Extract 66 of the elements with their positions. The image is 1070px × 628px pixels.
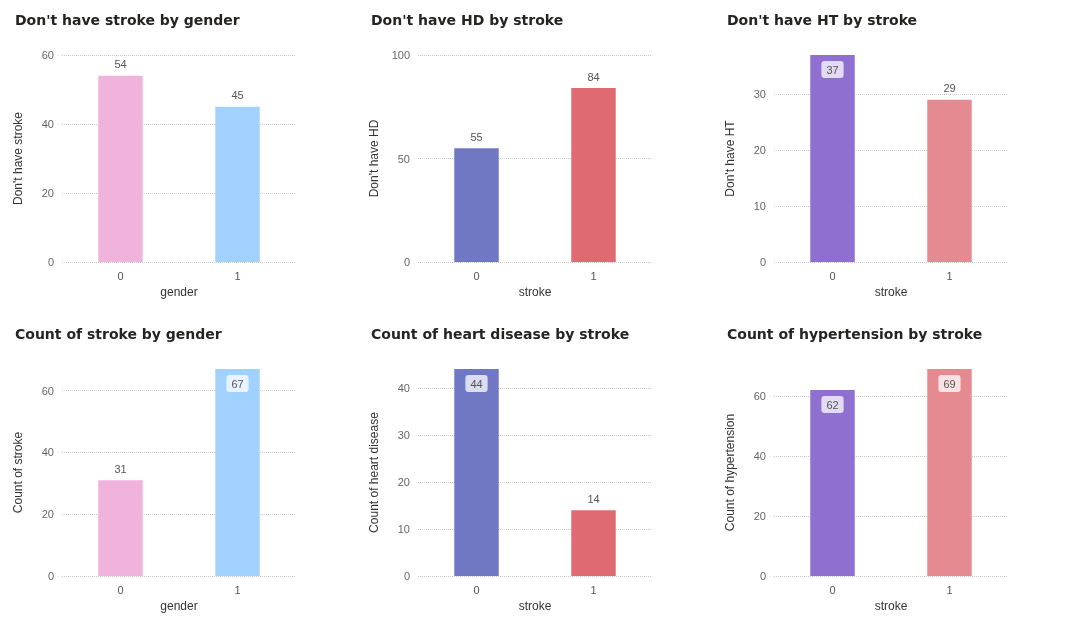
data-label: 67 [231, 377, 244, 390]
chart-title: Don't have stroke by gender [15, 12, 240, 28]
y-tick-label: 30 [397, 428, 410, 441]
x-tick-label: 0 [117, 269, 124, 282]
x-tick-label: 1 [946, 269, 953, 282]
data-label: 54 [114, 58, 127, 71]
data-label: 29 [943, 82, 956, 95]
y-axis-title: Don't have HT [723, 119, 737, 197]
y-tick-label: 50 [397, 152, 410, 165]
y-tick-label: 40 [397, 381, 410, 394]
y-tick-label: 60 [41, 384, 54, 397]
x-tick-label: 0 [829, 269, 836, 282]
y-tick-label: 20 [753, 144, 766, 157]
x-tick-label: 1 [590, 269, 597, 282]
y-axis-title: Count of hypertension [723, 413, 737, 532]
x-tick-label: 0 [829, 583, 836, 596]
y-axis-title: Don't have stroke [11, 111, 25, 206]
data-label: 62 [826, 398, 839, 411]
data-label: 45 [231, 89, 244, 102]
y-axis-title: Count of stroke [11, 431, 25, 514]
y-tick-label: 10 [397, 522, 410, 535]
chart-title: Count of heart disease by stroke [371, 326, 630, 342]
x-axis-title: gender [160, 285, 198, 299]
x-tick-label: 1 [234, 583, 241, 596]
y-tick-label: 20 [753, 510, 766, 522]
y-axis-title: Count of heart disease [367, 411, 381, 533]
x-axis-title: gender [160, 599, 198, 613]
y-tick-label: 60 [753, 390, 766, 402]
data-label: 84 [587, 70, 600, 83]
x-tick-label: 1 [234, 269, 241, 282]
chart-title: Don't have HD by stroke [371, 12, 564, 28]
data-label: 37 [826, 63, 839, 76]
y-tick-label: 40 [41, 446, 54, 459]
y-tick-label: 0 [759, 570, 766, 582]
y-tick-label: 20 [41, 187, 54, 199]
y-tick-label: 0 [47, 256, 54, 268]
y-tick-label: 40 [753, 450, 766, 462]
x-tick-label: 0 [117, 583, 124, 596]
y-tick-label: 40 [41, 118, 54, 130]
x-axis-title: stroke [518, 599, 552, 613]
y-tick-label: 0 [759, 256, 766, 268]
data-label: 69 [943, 377, 956, 390]
data-label: 44 [470, 377, 483, 390]
y-tick-label: 0 [403, 570, 410, 582]
y-tick-label: 100 [391, 49, 410, 61]
y-tick-label: 60 [41, 49, 54, 61]
y-tick-label: 30 [753, 88, 766, 101]
y-tick-label: 0 [403, 256, 410, 268]
x-axis-title: stroke [874, 599, 908, 613]
y-tick-label: 10 [753, 200, 766, 213]
x-tick-label: 0 [473, 583, 480, 596]
x-axis-title: stroke [874, 285, 908, 299]
data-label: 55 [470, 130, 483, 143]
chart-title: Count of hypertension by stroke [727, 326, 983, 342]
y-tick-label: 20 [41, 508, 54, 521]
x-axis-title: stroke [518, 285, 552, 299]
x-tick-label: 1 [946, 583, 953, 596]
data-label: 14 [587, 492, 600, 505]
y-tick-label: 0 [47, 570, 54, 582]
y-axis-title: Don't have HD [367, 119, 381, 198]
y-tick-label: 20 [397, 475, 410, 488]
chart-title: Count of stroke by gender [15, 326, 222, 342]
x-tick-label: 0 [473, 269, 480, 282]
chart-title: Don't have HT by stroke [727, 12, 918, 28]
x-tick-label: 1 [590, 583, 597, 596]
data-label: 31 [114, 462, 127, 475]
